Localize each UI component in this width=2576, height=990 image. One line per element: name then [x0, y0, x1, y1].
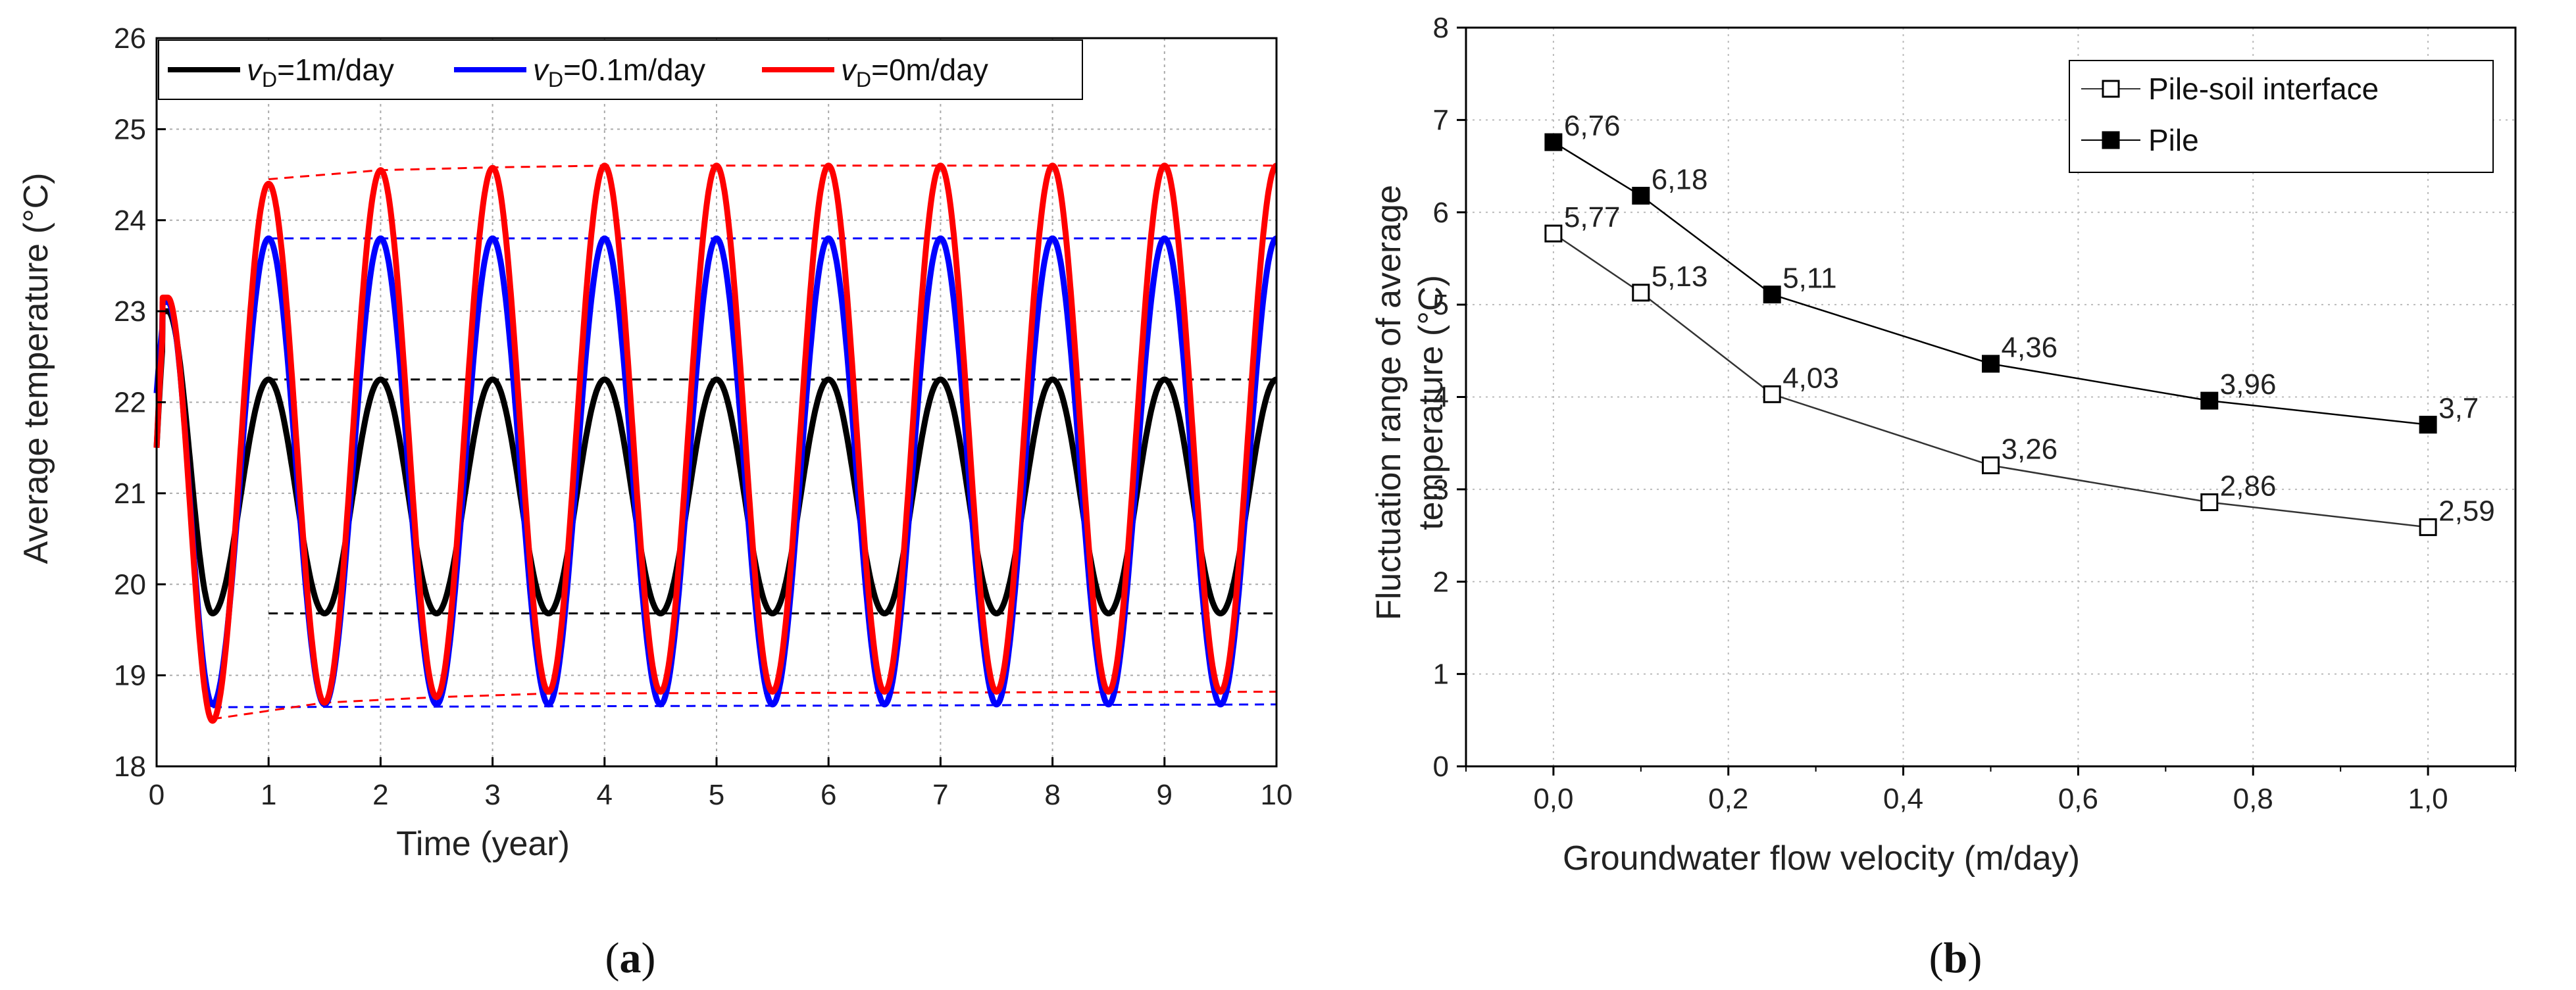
- panel-a-x-tick-label: 2: [372, 779, 388, 811]
- panel-b-series-line-1: [1553, 141, 2429, 426]
- panel-b-legend-box: [2069, 60, 2494, 173]
- panel-a-y-tick-label: 21: [114, 478, 146, 510]
- panel-b-data-label: 5,11: [1782, 262, 1836, 295]
- panel-a-x-tick-label: 8: [1044, 779, 1060, 811]
- panel-b-point-pile-soil: [1632, 284, 1650, 302]
- panel-b-x-tick-label: 0,4: [1883, 783, 1923, 815]
- panel-b-point-pile: [1544, 133, 1563, 151]
- panel-b-point-pile: [1632, 187, 1650, 205]
- legend-entry-vd-0-1: vD=0.1m/day: [454, 53, 705, 91]
- panel-a-y-ticks: 18 19 20 21 22 23 24 25 26: [114, 22, 166, 783]
- panel-b-point-pile-soil: [1763, 385, 1781, 403]
- legend-label-vd-0-1: vD=0.1m/day: [533, 53, 705, 91]
- panel-b-point-pile-soil: [1544, 224, 1563, 243]
- panel-b-data-label: 6,76: [1564, 110, 1621, 142]
- panel-b-y-tick-label: 2: [1433, 566, 1449, 598]
- panel-a-y-tick-label: 18: [114, 751, 146, 783]
- panel-b-x-tick-label: 0,8: [2233, 783, 2273, 815]
- panel-a-x-tick-label: 4: [597, 779, 613, 811]
- legend-marker-filled-square: [2102, 131, 2120, 149]
- panel-b-y-tick-label: 4: [1433, 382, 1449, 414]
- panel-a-legend-box: [158, 39, 1083, 100]
- legend-entry-vd-1: vD=1m/day: [168, 53, 394, 91]
- panel-b-point-pile: [2200, 391, 2219, 410]
- panel-a-y-tick-label: 19: [114, 660, 146, 692]
- panel-b-x-tick-label: 0,6: [2058, 783, 2098, 815]
- panel-a-y-tick-label: 26: [114, 22, 146, 55]
- panel-b-y-tick-label: 3: [1433, 474, 1449, 506]
- legend-label-pile: Pile: [2148, 123, 2199, 157]
- legend-label-vd-1: vD=1m/day: [247, 53, 394, 91]
- panel-b-legend: Pile-soil interface Pile: [2069, 60, 2494, 173]
- legend-entry-vd-0: vD=0m/day: [762, 53, 988, 91]
- panel-a-series: [153, 162, 1279, 724]
- panel-b-y-axis-title-line2: temperature (°C): [1412, 275, 1450, 530]
- panel-a-x-tick-label: 0: [149, 779, 164, 811]
- panel-b-data-label: 5,13: [1652, 260, 1708, 293]
- panel-b-point-pile: [1982, 355, 2000, 373]
- panel-b-x-tick-label: 0,0: [1533, 783, 1573, 815]
- panel-b-x-tick-label: 1,0: [2408, 783, 2448, 815]
- panel-a-y-tick-label: 20: [114, 568, 146, 601]
- panel-a-legend: vD=1m/day vD=0.1m/day vD=0m/day: [158, 39, 1083, 100]
- panel-b-point-pile: [1763, 285, 1781, 304]
- legend-entry-pile-soil-interface: Pile-soil interface: [2081, 72, 2379, 106]
- panel-b-y-tick-label: 0: [1433, 751, 1449, 783]
- panel-b-y-ticks: 0 1 2 3 4 5 6 7 8: [1433, 12, 1466, 783]
- panel-a-series-line-2: [153, 162, 1279, 724]
- panel-b-data-label: 2,86: [2220, 470, 2277, 503]
- panel-a-caption: (a): [605, 934, 656, 982]
- legend-label-vd-0: vD=0m/day: [841, 53, 988, 91]
- panel-b-series: 5,77 5,13 4,03 3,26 2,86 2,59 6,76 6,18 5,11 4,36…: [1544, 110, 2495, 536]
- panel-a-x-tick-label: 1: [261, 779, 276, 811]
- panel-b-x-tick-label: 0,2: [1708, 783, 1748, 815]
- panel-b-gridlines: [1466, 28, 2515, 766]
- panel-a-y-tick-label: 22: [114, 387, 146, 419]
- panel-a-y-tick-label: 23: [114, 295, 146, 328]
- panel-a-y-tick-label: 24: [114, 205, 146, 237]
- panel-a-x-tick-label: 10: [1261, 779, 1293, 811]
- panel-a-y-tick-label: 25: [114, 113, 146, 145]
- panel-b-data-label: 2,59: [2438, 495, 2495, 527]
- panel-b-chart: 0,0 0,2 0,4 0,6 0,8 1,0 0 1 2 3 4 5 6 7 8 5,77 5,13 4,0…: [1370, 12, 2517, 982]
- panel-a-x-tick-label: 5: [709, 779, 724, 811]
- legend-label-pile-soil-interface: Pile-soil interface: [2148, 72, 2379, 106]
- panel-a-envelope-min-series-1: [213, 703, 1276, 708]
- panel-b-data-label: 3,7: [2438, 393, 2479, 425]
- panel-a-envelope-max-series-2: [268, 164, 1276, 180]
- panel-b-y-tick-label: 6: [1433, 197, 1449, 229]
- panel-a-x-tick-label: 9: [1157, 779, 1173, 811]
- panel-b-point-pile-soil: [2200, 493, 2219, 511]
- legend-entry-pile: Pile: [2081, 123, 2199, 157]
- panel-b-y-tick-label: 5: [1433, 289, 1449, 321]
- panel-a-x-axis-title: Time (year): [396, 825, 570, 863]
- panel-a-x-tick-label: 6: [821, 779, 836, 811]
- panel-a-envelope-min-series-2: [212, 691, 1277, 720]
- panel-b-data-label: 5,77: [1564, 201, 1621, 234]
- panel-b-data-label: 4,03: [1782, 362, 1839, 394]
- panel-b-caption: (b): [1929, 934, 1983, 982]
- panel-b-point-pile: [2419, 416, 2437, 434]
- panel-b-x-ticks: 0,0 0,2 0,4 0,6 0,8 1,0: [1465, 766, 2516, 815]
- panel-b-y-axis-title-line1: Fluctuation range of average: [1370, 185, 1408, 620]
- panel-a-x-tick-label: 7: [932, 779, 948, 811]
- panel-b-y-tick-label: 8: [1433, 12, 1449, 44]
- panel-b-data-label: 3,96: [2220, 368, 2277, 401]
- legend-marker-open-square: [2102, 80, 2120, 98]
- panel-a-x-tick-label: 3: [484, 779, 500, 811]
- panel-b-data-label: 6,18: [1652, 164, 1708, 196]
- panel-b-point-pile-soil: [1982, 456, 2000, 474]
- panel-a-y-axis-title: Average temperature (°C): [17, 173, 55, 564]
- panel-b-point-pile-soil: [2419, 518, 2437, 536]
- panel-b-data-label: 3,26: [2002, 433, 2058, 465]
- panel-b-y-tick-label: 1: [1433, 658, 1449, 691]
- panel-b-x-axis-title: Groundwater flow velocity (m/day): [1563, 839, 2080, 878]
- panel-b-series-line-0: [1553, 232, 2429, 528]
- panel-b-data-label: 4,36: [2002, 332, 2058, 364]
- panel-b-y-tick-label: 7: [1433, 104, 1449, 136]
- panel-a-x-ticks: 0 1 2 3 4 5 6 7 8 9 10: [149, 757, 1293, 811]
